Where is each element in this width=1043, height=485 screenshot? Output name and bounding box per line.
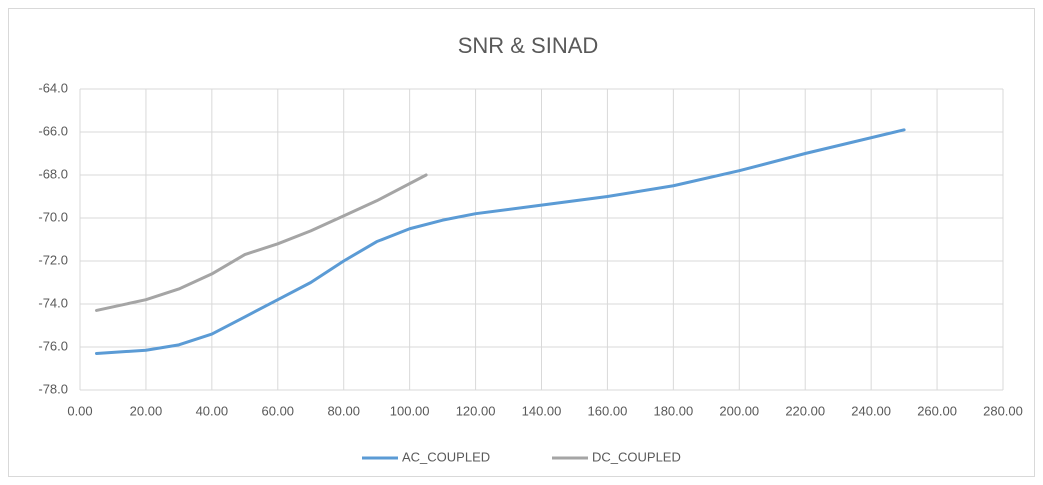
- x-tick-label: 80.00: [327, 403, 360, 418]
- series-line: [94, 128, 906, 355]
- y-tick-label: -66.0: [38, 123, 68, 138]
- y-tick-label: -64.0: [38, 80, 68, 95]
- x-tick-label: 240.00: [851, 403, 891, 418]
- y-tick-label: -78.0: [38, 381, 68, 396]
- y-tick-label: -70.0: [38, 209, 68, 224]
- y-tick-label: -74.0: [38, 295, 68, 310]
- chart-frame: [8, 8, 1035, 477]
- y-tick-label: -68.0: [38, 166, 68, 181]
- x-tick-label: 120.00: [456, 403, 496, 418]
- series-line: [94, 173, 428, 312]
- x-tick-label: 280.00: [983, 403, 1023, 418]
- x-tick-label: 140.00: [522, 403, 562, 418]
- x-tick-label: 180.00: [653, 403, 693, 418]
- y-tick-label: -72.0: [38, 252, 68, 267]
- x-tick-label: 220.00: [785, 403, 825, 418]
- chart-title: SNR & SINAD: [458, 33, 599, 58]
- x-tick-label: 160.00: [588, 403, 628, 418]
- legend-label: DC_COUPLED: [592, 449, 681, 464]
- x-tick-label: 100.00: [390, 403, 430, 418]
- x-tick-label: 40.00: [196, 403, 229, 418]
- x-tick-label: 0.00: [67, 403, 92, 418]
- x-tick-label: 60.00: [262, 403, 295, 418]
- x-tick-label: 260.00: [917, 403, 957, 418]
- x-tick-label: 20.00: [130, 403, 163, 418]
- x-tick-label: 200.00: [719, 403, 759, 418]
- y-tick-label: -76.0: [38, 338, 68, 353]
- legend-label: AC_COUPLED: [402, 449, 490, 464]
